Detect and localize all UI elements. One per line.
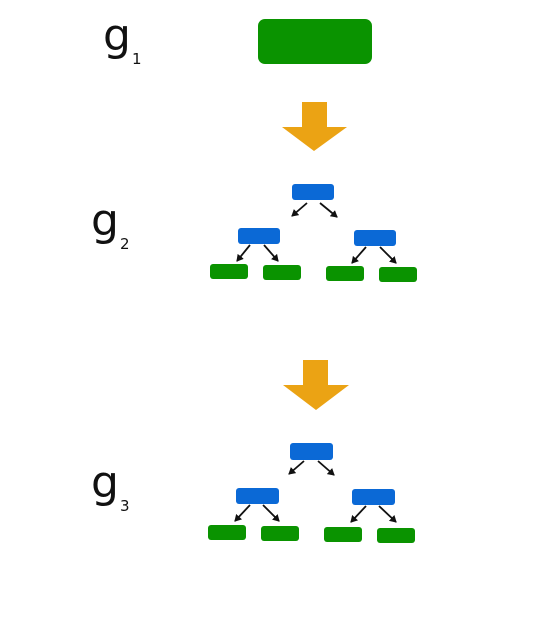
g3-inner-right bbox=[352, 489, 395, 505]
g2-inner-right bbox=[354, 230, 396, 246]
g2-leaf-4 bbox=[379, 267, 417, 282]
label-g1-sub: 1 bbox=[131, 50, 142, 68]
g3-inner-left bbox=[236, 488, 279, 504]
g2-leaf-2 bbox=[263, 265, 301, 280]
g2-edges bbox=[236, 202, 397, 264]
label-g2-sub: 2 bbox=[119, 235, 130, 253]
transition-arrow-2 bbox=[283, 360, 349, 410]
g3-edges bbox=[234, 460, 397, 523]
g3-leaf-2 bbox=[261, 526, 299, 541]
g3-edge-right-l bbox=[350, 505, 367, 523]
g1-node bbox=[258, 19, 372, 64]
g2-edge-root-right bbox=[319, 202, 338, 218]
label-g1: g1 bbox=[103, 14, 141, 67]
g2-edge-root-left bbox=[291, 202, 308, 217]
g2-edge-left-l bbox=[236, 244, 251, 262]
g3-leaf-4 bbox=[377, 528, 415, 543]
g2-edge-right-r bbox=[379, 246, 397, 264]
g3-root-node bbox=[290, 443, 333, 460]
g3-edge-left-l bbox=[234, 504, 251, 522]
label-g3-base: g bbox=[91, 457, 119, 508]
g3-edge-right-r bbox=[378, 505, 397, 523]
g2-leaf-1 bbox=[210, 264, 248, 279]
g2-leaf-3 bbox=[326, 266, 364, 281]
g3-edge-left-r bbox=[262, 504, 280, 522]
label-g1-base: g bbox=[103, 10, 131, 61]
g2-inner-left bbox=[238, 228, 280, 244]
g3-leaf-1 bbox=[208, 525, 246, 540]
g3-leaf-3 bbox=[324, 527, 362, 542]
g2-edge-right-l bbox=[351, 246, 367, 264]
label-g2-base: g bbox=[91, 195, 119, 246]
g2-edge-left-r bbox=[263, 244, 279, 262]
label-g3-sub: 3 bbox=[119, 497, 130, 515]
label-g3: g3 bbox=[91, 461, 129, 514]
transition-arrow-1 bbox=[282, 102, 347, 151]
g3-edge-root-left bbox=[288, 460, 305, 475]
g2-root-node bbox=[292, 184, 334, 200]
label-g2: g2 bbox=[91, 199, 129, 252]
g3-edge-root-right bbox=[317, 460, 335, 476]
